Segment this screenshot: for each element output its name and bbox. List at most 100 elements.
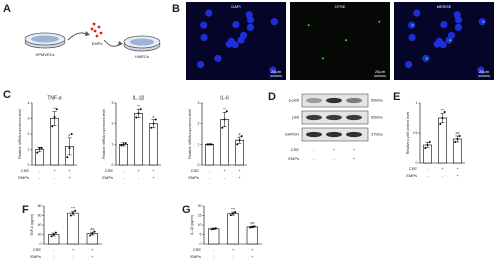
bar bbox=[134, 113, 143, 166]
data-point bbox=[38, 146, 41, 149]
nucleus bbox=[445, 36, 453, 44]
nucleus bbox=[200, 33, 208, 42]
y-tick-label: 80 bbox=[38, 204, 42, 208]
nucleus bbox=[205, 9, 213, 17]
data-point bbox=[74, 209, 77, 212]
error-bar bbox=[52, 111, 57, 126]
y-tick-label: 1 bbox=[198, 142, 200, 146]
y-tick-label: 0 bbox=[200, 242, 202, 246]
y-tick-label: 0.5 bbox=[413, 131, 418, 135]
data-point bbox=[221, 126, 224, 129]
cfse-dot bbox=[321, 57, 324, 60]
condition-sign: + bbox=[333, 147, 336, 152]
data-point bbox=[135, 116, 138, 119]
image-label: MERGE bbox=[437, 4, 452, 9]
data-point bbox=[238, 139, 241, 142]
data-point bbox=[40, 146, 43, 149]
band bbox=[346, 131, 362, 138]
y-tick-label: 0 bbox=[416, 161, 418, 165]
condition-sign: + bbox=[441, 166, 444, 171]
band bbox=[326, 131, 342, 138]
condition-name: CSE bbox=[409, 166, 418, 171]
bar bbox=[438, 117, 447, 164]
nucleus bbox=[246, 23, 255, 32]
data-point bbox=[240, 135, 243, 138]
band-size: 65kDa bbox=[371, 98, 383, 103]
data-point bbox=[223, 118, 226, 121]
data-point bbox=[53, 115, 56, 118]
cfse-dot bbox=[378, 20, 381, 23]
y-axis-label: Relative mRNA expression level bbox=[188, 109, 192, 159]
scale-label: 20μm bbox=[479, 69, 490, 74]
data-point bbox=[55, 108, 58, 111]
condition-name: CSE bbox=[33, 247, 42, 252]
bar bbox=[149, 123, 158, 166]
cfse-dot bbox=[425, 57, 428, 60]
condition-sign: + bbox=[232, 247, 235, 252]
condition-name: CSE bbox=[105, 168, 114, 173]
y-axis-label: TNF-α (pg/ml) bbox=[30, 214, 34, 236]
nucleus bbox=[246, 16, 255, 24]
condition-sign: + bbox=[456, 173, 459, 178]
data-point bbox=[443, 111, 446, 113]
condition-name: CSE bbox=[191, 168, 200, 173]
y-tick-label: 20 bbox=[198, 204, 202, 208]
condition-sign: - bbox=[209, 175, 211, 180]
condition-sign: - bbox=[54, 175, 56, 180]
significance: ## bbox=[456, 131, 460, 135]
nucleus bbox=[478, 18, 486, 26]
image-label: CFSE bbox=[335, 4, 346, 9]
error-bar bbox=[67, 137, 72, 156]
condition-sign: - bbox=[313, 147, 315, 152]
y-tick-label: 3 bbox=[112, 101, 114, 105]
data-point bbox=[234, 211, 237, 214]
diagram-label: HPMVECs bbox=[35, 52, 54, 57]
band-name: p65 bbox=[292, 115, 299, 120]
y-tick-label: 0 bbox=[112, 163, 114, 167]
data-point bbox=[251, 225, 254, 228]
data-point bbox=[441, 117, 444, 119]
data-point bbox=[214, 227, 217, 230]
data-point bbox=[91, 232, 94, 235]
chart-title: IL-1β bbox=[133, 95, 145, 101]
data-point bbox=[51, 125, 54, 128]
data-point bbox=[120, 144, 123, 147]
condition-sign: - bbox=[442, 173, 444, 178]
significance: *** bbox=[440, 109, 445, 113]
data-point bbox=[210, 228, 213, 231]
nucleus bbox=[232, 20, 240, 29]
band bbox=[346, 97, 362, 104]
panel-label: F bbox=[22, 204, 29, 216]
data-point bbox=[89, 234, 92, 237]
condition-sign: + bbox=[68, 168, 71, 173]
diagram-label: EMPs bbox=[92, 41, 103, 46]
nucleus bbox=[433, 40, 441, 48]
data-point bbox=[93, 230, 96, 233]
condition-sign: - bbox=[53, 254, 55, 259]
data-point bbox=[206, 143, 209, 146]
band bbox=[346, 114, 362, 121]
nucleus bbox=[440, 20, 448, 29]
data-point bbox=[236, 143, 239, 146]
y-tick-label: 2 bbox=[112, 122, 114, 126]
data-point bbox=[229, 214, 232, 217]
nucleus bbox=[196, 60, 205, 69]
y-axis-label: IL-1β (pg/ml) bbox=[190, 215, 194, 235]
condition-sign: - bbox=[72, 254, 74, 259]
scale-label: 20μm bbox=[375, 69, 386, 74]
condition-sign: - bbox=[138, 175, 140, 180]
data-point bbox=[249, 226, 252, 229]
nucleus bbox=[408, 33, 416, 42]
band bbox=[306, 131, 322, 138]
bar bbox=[119, 144, 128, 166]
western-blot: p-p65 65kDa p65 65kDa GAPDH 37kDa CSE - + + EMPs - -… bbox=[285, 93, 383, 161]
y-tick-label: 1 bbox=[112, 142, 114, 146]
image-label: DAPI bbox=[231, 4, 240, 9]
data-point bbox=[152, 122, 155, 125]
condition-sign: - bbox=[53, 247, 55, 252]
chart-title: TNF-α bbox=[47, 95, 61, 101]
condition-sign: + bbox=[251, 254, 254, 259]
y-tick-label: 2 bbox=[28, 132, 30, 136]
condition-sign: + bbox=[72, 247, 75, 252]
y-tick-label: 2 bbox=[198, 122, 200, 126]
